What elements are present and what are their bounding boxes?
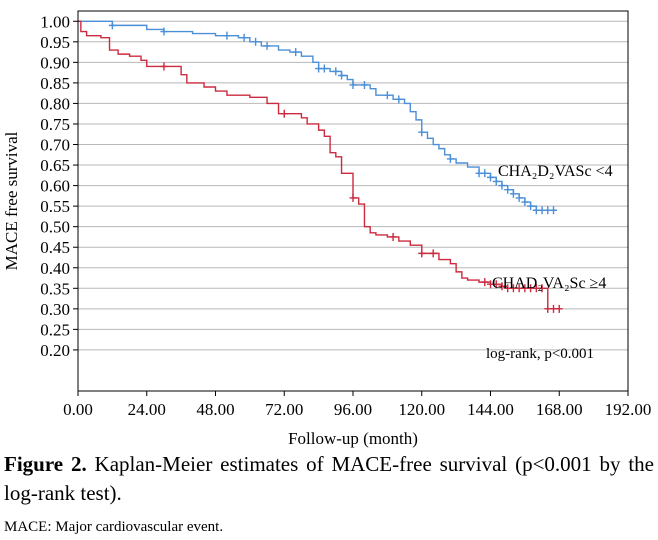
x-axis-ticks: 0.00 24.00 48.00 72.00 96.00 120.00 144.00 168.…: [63, 391, 651, 419]
censor-mark: [263, 41, 271, 50]
censor-mark: [492, 280, 500, 289]
censor-mark: [389, 232, 397, 241]
censor-mark: [527, 202, 535, 211]
y-tick-label: 0.80: [40, 94, 70, 113]
censor-mark: [538, 284, 546, 293]
figure-caption: Figure 2. Kaplan-Meier estimates of MACE…: [4, 450, 654, 508]
censor-mark: [395, 95, 403, 104]
censor-mark: [481, 278, 489, 287]
censor-mark: [108, 21, 116, 30]
x-tick-label: 192.00: [605, 400, 652, 419]
censor-mark: [338, 71, 346, 80]
y-tick-label: 0.75: [40, 115, 70, 134]
x-tick-label: 96.00: [334, 400, 372, 419]
figure-caption-text: Kaplan-Meier estimates of MACE-free surv…: [4, 452, 655, 505]
censor-mark: [521, 198, 529, 207]
censor-mark: [555, 304, 563, 313]
y-tick-label: 0.95: [40, 33, 70, 52]
y-tick-label: 0.45: [40, 238, 70, 257]
censor-mark: [429, 249, 437, 258]
censor-mark: [498, 181, 506, 190]
x-tick-label: 120.00: [398, 400, 445, 419]
censor-mark: [223, 31, 231, 40]
censor-mark: [492, 177, 500, 186]
series-label-2: CHAD₂VA₂Sc ≥4: [492, 275, 606, 292]
y-tick-label: 0.40: [40, 259, 70, 278]
censor-mark: [360, 80, 368, 89]
y-tick-label: 0.65: [40, 156, 70, 175]
x-axis-label: Follow-up (month): [288, 429, 418, 448]
censor-mark: [240, 33, 248, 42]
x-tick-label: 144.00: [467, 400, 514, 419]
y-tick-label: 0.85: [40, 74, 70, 93]
survival-curve-1: [78, 20, 554, 211]
y-tick-label: 0.20: [40, 341, 70, 360]
censor-mark: [349, 80, 357, 89]
censor-mark: [446, 154, 454, 163]
abbreviation-note: MACE: Major cardiovascular event.: [4, 519, 224, 535]
censor-mark: [349, 193, 357, 202]
censor-mark: [280, 109, 288, 118]
y-axis-ticks: 0.20 0.250.30 0.350.40 0.450.50 0.550.60 0.65…: [40, 12, 78, 360]
y-axis-label: MACE free survival: [2, 131, 21, 270]
censor-mark: [418, 249, 426, 258]
x-tick-label: 0.00: [63, 400, 93, 419]
censor-mark: [509, 189, 517, 198]
censor-mark: [332, 67, 340, 76]
censor-mark: [481, 169, 489, 178]
censor-marks: [108, 21, 563, 313]
censor-mark: [418, 128, 426, 137]
figure-label: Figure 2.: [4, 452, 87, 476]
x-tick-label: 72.00: [265, 400, 303, 419]
censor-mark: [487, 173, 494, 182]
y-tick-label: 0.50: [40, 218, 70, 237]
y-tick-label: 0.25: [40, 320, 70, 339]
y-tick-label: 1.00: [40, 12, 70, 31]
x-tick-label: 48.00: [196, 400, 234, 419]
censor-mark: [515, 193, 523, 202]
plot-frame: [77, 10, 629, 392]
censor-mark: [550, 206, 558, 215]
y-tick-label: 0.55: [40, 197, 70, 216]
censor-mark: [498, 282, 506, 291]
survival-curve-2: [78, 20, 560, 310]
censor-mark: [160, 27, 168, 36]
y-tick-label: 0.35: [40, 279, 70, 298]
censor-mark: [292, 48, 300, 57]
x-tick-label: 24.00: [128, 400, 166, 419]
kaplan-meier-chart: 0.20 0.250.30 0.350.40 0.450.50 0.550.60 0.65…: [2, 10, 651, 448]
censor-mark: [252, 37, 260, 46]
censor-mark: [383, 91, 391, 100]
series-label-1: CHA₂D₂VASc <4: [498, 163, 613, 180]
chart-labels: CHA₂D₂VASc <4 CHAD₂VA₂Sc ≥4 log-rank, p<0.…: [486, 163, 613, 362]
censor-mark: [504, 185, 512, 194]
y-tick-label: 0.70: [40, 136, 70, 155]
y-tick-label: 0.30: [40, 300, 70, 319]
censor-mark: [160, 62, 168, 71]
x-tick-label: 168.00: [536, 400, 583, 419]
y-tick-label: 0.60: [40, 177, 70, 196]
log-rank-annotation: log-rank, p<0.001: [486, 346, 594, 362]
censor-mark: [320, 64, 328, 73]
y-tick-label: 0.90: [40, 53, 70, 72]
